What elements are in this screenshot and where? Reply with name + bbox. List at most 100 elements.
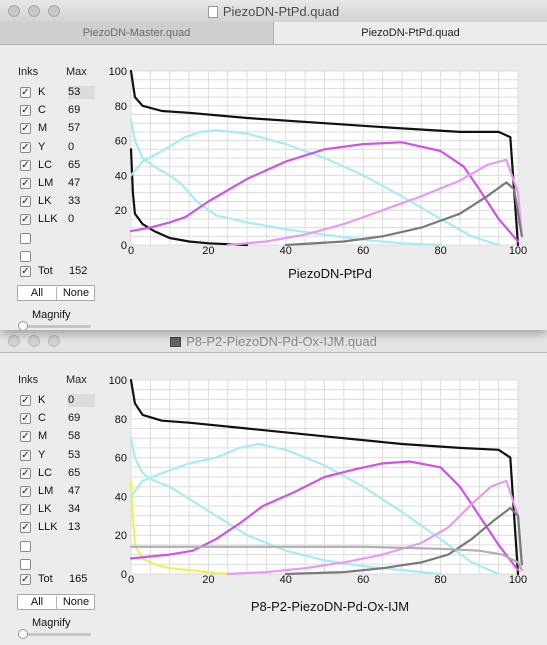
ink-curve-chart: 0 20 40 60 80 100 0 20 40 60 80 100 xyxy=(109,375,528,586)
ink-max-field[interactable]: 47 xyxy=(68,177,81,189)
x-tick-label: 100 xyxy=(509,574,527,586)
window-title-text: PiezoDN-PtPd.quad xyxy=(222,4,340,19)
total-label: Tot xyxy=(38,265,53,277)
ink-max-field[interactable]: 34 xyxy=(68,503,81,516)
ink-max-field[interactable]: 53 xyxy=(68,86,95,99)
tab-piezodn-master[interactable]: PiezoDN-Master.quad xyxy=(0,22,274,44)
titlebar: P8-P2-PiezoDN-Pd-Ox-IJM.quad xyxy=(0,330,547,353)
y-tick-label: 60 xyxy=(115,453,127,465)
ink-label: C xyxy=(38,104,46,117)
ink-checkbox[interactable]: ✓ xyxy=(20,123,31,135)
quad-window-ptpd: PiezoDN-PtPd.quad PiezoDN-Master.quad Pi… xyxy=(0,0,547,330)
total-label: Tot xyxy=(38,573,53,585)
ink-curve-4 xyxy=(129,460,520,572)
x-tick-label: 0 xyxy=(128,245,134,257)
ink-label: LK xyxy=(38,503,52,516)
max-header: Max xyxy=(66,66,87,78)
ink-checkbox[interactable]: ✓ xyxy=(20,196,31,208)
ink-max-field[interactable]: 0 xyxy=(68,213,75,226)
ink-checkbox[interactable] xyxy=(20,540,31,552)
ink-curve-2 xyxy=(129,437,442,576)
ink-checkbox[interactable] xyxy=(20,558,31,570)
zoom-button[interactable] xyxy=(48,5,60,17)
ink-checkbox[interactable]: ✓ xyxy=(20,504,31,516)
ink-max-field[interactable]: 69 xyxy=(68,412,81,425)
x-tick-label: 20 xyxy=(202,245,214,257)
ink-checkbox[interactable]: ✓ xyxy=(20,395,31,406)
ink-checkbox[interactable] xyxy=(20,250,31,262)
none-button[interactable]: None xyxy=(62,596,90,608)
y-tick-label: 80 xyxy=(115,101,127,113)
ink-checkbox[interactable]: ✓ xyxy=(20,178,31,189)
ink-checkbox[interactable]: ✓ xyxy=(20,87,31,98)
ink-checkbox[interactable]: ✓ xyxy=(20,431,31,443)
ink-max-field[interactable]: 58 xyxy=(68,430,81,443)
slider-knob[interactable] xyxy=(18,629,28,639)
x-tick-label: 40 xyxy=(280,574,292,586)
all-button[interactable]: All xyxy=(18,287,57,300)
tab-bar: PiezoDN-Master.quad PiezoDN-PtPd.quad xyxy=(0,22,547,45)
y-tick-label: 0 xyxy=(121,569,127,581)
y-tick-label: 100 xyxy=(109,66,127,78)
window-title: PiezoDN-PtPd.quad xyxy=(0,4,547,19)
x-tick-label: 100 xyxy=(509,245,527,257)
ink-checkbox[interactable] xyxy=(20,232,31,244)
ink-label: K xyxy=(38,394,46,406)
tab-piezodn-ptpd[interactable]: PiezoDN-PtPd.quad xyxy=(274,22,547,44)
ink-curve-chart: 0 20 40 60 80 100 0 20 40 60 80 100 xyxy=(109,66,528,257)
ink-curve-4 xyxy=(129,141,520,243)
magnify-slider[interactable] xyxy=(18,629,91,639)
ink-max-field[interactable]: 53 xyxy=(68,448,81,461)
y-tick-label: 100 xyxy=(109,375,127,387)
ink-max-field[interactable]: 0 xyxy=(68,394,95,407)
ink-checkbox[interactable]: ✓ xyxy=(20,522,31,534)
slider-knob[interactable] xyxy=(18,321,28,330)
ink-label: C xyxy=(38,412,46,425)
ink-checkbox[interactable]: ✓ xyxy=(20,159,31,171)
ink-checkbox[interactable]: ✓ xyxy=(20,449,31,461)
ink-checkbox[interactable]: ✓ xyxy=(20,467,31,479)
none-button[interactable]: None xyxy=(62,287,90,299)
minimize-button[interactable] xyxy=(28,5,40,17)
y-tick-label: 40 xyxy=(115,170,127,182)
all-none-segmented-control: All None xyxy=(17,285,95,301)
ink-max-field[interactable]: 65 xyxy=(68,466,81,479)
ink-checkbox[interactable]: ✓ xyxy=(20,141,31,153)
ink-max-field[interactable]: 33 xyxy=(68,195,81,208)
total-value: 152 xyxy=(69,265,88,277)
ink-max-field[interactable]: 13 xyxy=(68,521,81,534)
ink-max-field[interactable]: 47 xyxy=(68,485,81,497)
ink-label: M xyxy=(38,430,48,443)
ink-label: LM xyxy=(38,177,54,189)
ink-label: Y xyxy=(38,448,46,461)
magnify-label: Magnify xyxy=(32,309,71,321)
x-tick-label: 40 xyxy=(280,245,292,257)
ink-checkbox[interactable]: ✓ xyxy=(20,214,31,226)
ink-label: LC xyxy=(38,158,53,171)
minimize-button[interactable] xyxy=(28,335,40,347)
window-title-text: P8-P2-PiezoDN-Pd-Ox-IJM.quad xyxy=(186,334,377,349)
ink-label: LLK xyxy=(38,213,58,226)
close-button[interactable] xyxy=(8,335,20,347)
ink-curve-0 xyxy=(129,378,520,576)
ink-curve-5 xyxy=(226,479,523,576)
magnify-slider[interactable] xyxy=(18,321,91,330)
ink-checkbox[interactable]: ✓ xyxy=(20,413,31,425)
ink-max-field[interactable]: 65 xyxy=(68,158,81,171)
y-tick-label: 0 xyxy=(121,240,127,252)
ink-checkbox[interactable]: ✓ xyxy=(20,105,31,117)
ink-label: LLK xyxy=(38,521,58,534)
all-button[interactable]: All xyxy=(18,596,57,609)
total-checkbox[interactable]: ✓ xyxy=(20,574,31,585)
close-button[interactable] xyxy=(8,5,20,17)
ink-checkbox[interactable]: ✓ xyxy=(20,486,31,497)
document-icon xyxy=(207,6,218,18)
titlebar: PiezoDN-PtPd.quad xyxy=(0,0,547,23)
ink-max-field[interactable]: 69 xyxy=(68,104,81,117)
total-checkbox[interactable]: ✓ xyxy=(20,266,31,277)
x-tick-label: 0 xyxy=(128,574,134,586)
ink-max-field[interactable]: 0 xyxy=(68,140,75,153)
zoom-button[interactable] xyxy=(48,335,60,347)
chart-title: PiezoDN-PtPd xyxy=(288,266,372,281)
ink-max-field[interactable]: 57 xyxy=(68,122,81,135)
